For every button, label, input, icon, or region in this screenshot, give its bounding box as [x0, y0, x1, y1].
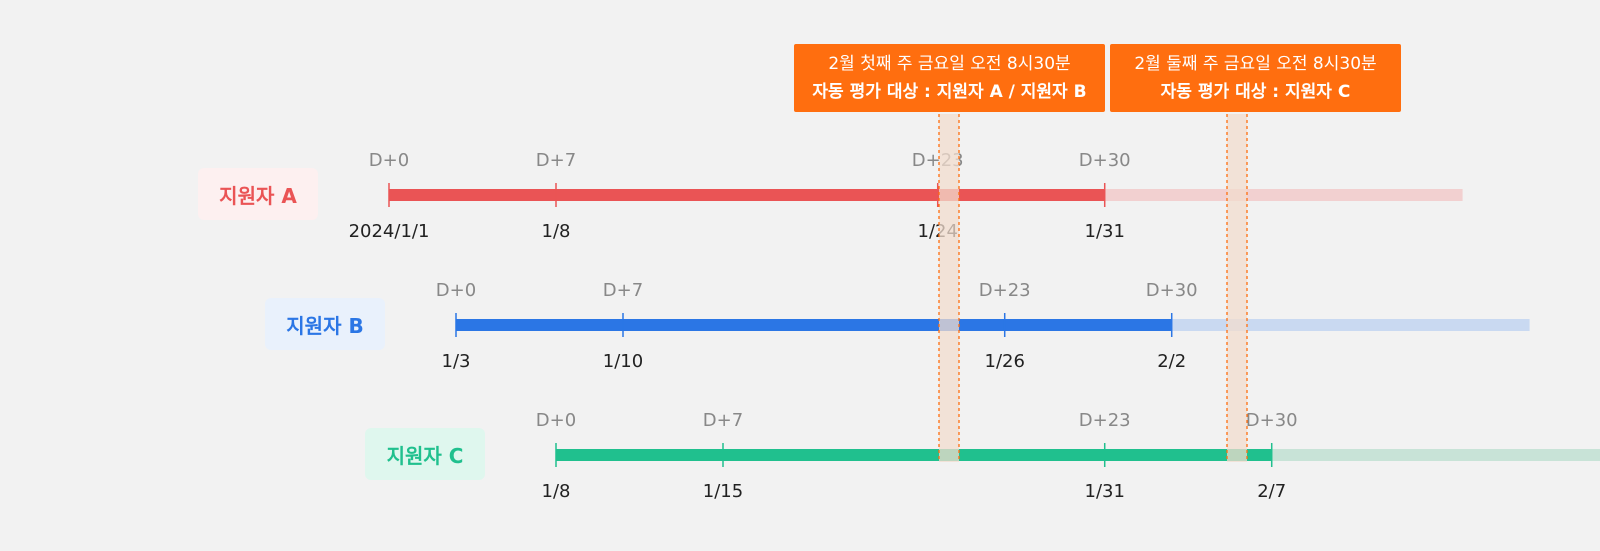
applicant-label-b: 지원자 B: [265, 298, 385, 350]
evaluation-callout-second-week: 2월 둘째 주 금요일 오전 8시30분 자동 평가 대상 : 지원자 C: [1110, 44, 1401, 112]
milestone-date-label: 1/3: [442, 351, 471, 372]
milestone-offset-label: D+30: [1079, 150, 1131, 171]
evaluation-band-fill: [939, 114, 959, 462]
milestone-date-label: 1/26: [985, 351, 1025, 372]
milestone-offset-label: D+7: [703, 410, 743, 431]
milestone-date-label: 1/31: [1085, 221, 1125, 242]
milestone-date-label: 2/7: [1257, 481, 1286, 502]
timeline-row: D+0 1/3 D+7 1/10 D+23 1/26 D+30 2/2: [436, 280, 1530, 372]
milestone-date-label: 1/15: [703, 481, 743, 502]
applicant-label-c: 지원자 C: [365, 428, 485, 480]
callout-schedule-text: 2월 둘째 주 금요일 오전 8시30분: [1134, 54, 1377, 74]
milestone-date-label: 1/8: [542, 481, 571, 502]
applicant-name: 지원자 A: [219, 183, 297, 208]
milestone-offset-label: D+0: [369, 150, 409, 171]
milestone-offset-label: D+23: [979, 280, 1031, 301]
milestone-offset-label: D+30: [1246, 410, 1298, 431]
milestone-offset-label: D+7: [536, 150, 576, 171]
milestone-offset-label: D+30: [1146, 280, 1198, 301]
callout-target-text: 자동 평가 대상 : 지원자 A / 지원자 B: [812, 82, 1087, 102]
evaluation-band-fill: [1227, 114, 1247, 462]
milestone-offset-label: D+23: [1079, 410, 1131, 431]
milestone-date-label: 2024/1/1: [349, 221, 430, 242]
applicant-label-a: 지원자 A: [198, 168, 318, 220]
callout-schedule-text: 2월 첫째 주 금요일 오전 8시30분: [828, 54, 1071, 74]
timeline-row: D+0 1/8 D+7 1/15 D+23 1/31 D+30 2/7: [536, 410, 1600, 502]
evaluation-band-first-week: [938, 114, 960, 462]
milestone-offset-label: D+7: [603, 280, 643, 301]
timeline-active-bar: [556, 449, 1272, 461]
milestone-date-label: 1/31: [1085, 481, 1125, 502]
evaluation-callout-first-week: 2월 첫째 주 금요일 오전 8시30분 자동 평가 대상 : 지원자 A / …: [794, 44, 1105, 112]
callout-target-text: 자동 평가 대상 : 지원자 C: [1160, 82, 1351, 102]
milestone-offset-label: D+0: [436, 280, 476, 301]
timeline-active-bar: [389, 189, 1105, 201]
applicant-name: 지원자 C: [386, 443, 464, 468]
milestone-offset-label: D+0: [536, 410, 576, 431]
milestone-date-label: 1/8: [542, 221, 571, 242]
milestone-date-label: 1/10: [603, 351, 643, 372]
timeline-active-bar: [456, 319, 1172, 331]
evaluation-band-second-week: [1226, 114, 1248, 462]
milestone-date-label: 2/2: [1157, 351, 1186, 372]
applicant-name: 지원자 B: [286, 313, 364, 338]
